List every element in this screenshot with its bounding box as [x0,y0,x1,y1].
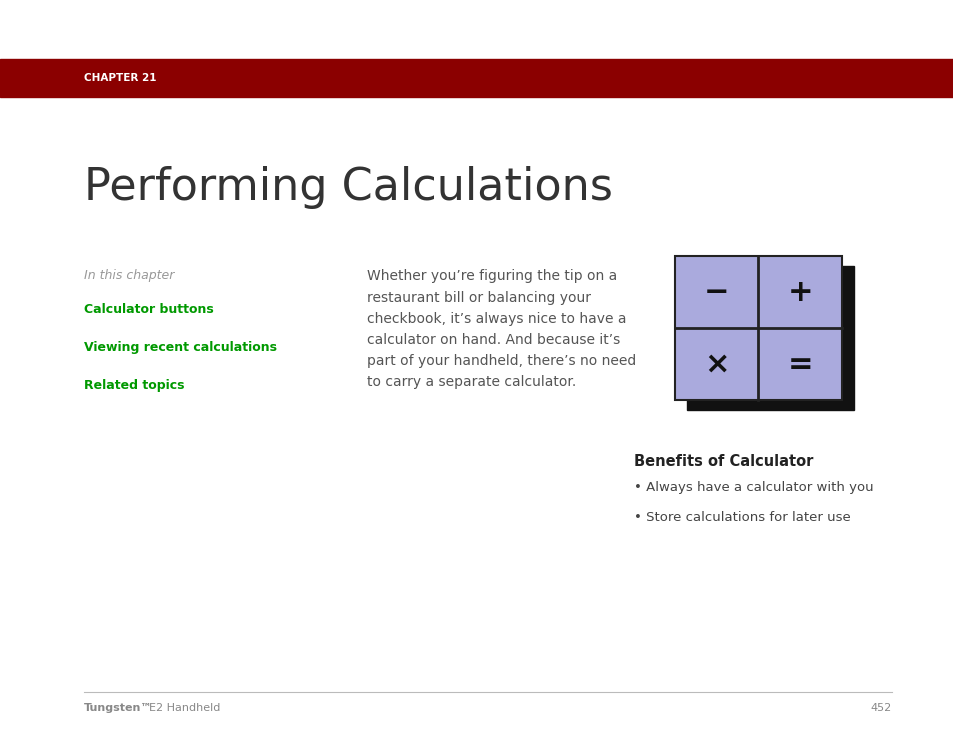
Text: ×: × [703,350,729,379]
Text: Tungsten™: Tungsten™ [84,703,152,713]
Text: 452: 452 [870,703,891,713]
Text: Whether you’re figuring the tip on a
restaurant bill or balancing your
checkbook: Whether you’re figuring the tip on a res… [367,269,636,389]
Text: −: − [703,278,729,307]
FancyBboxPatch shape [674,256,841,400]
Text: E2 Handheld: E2 Handheld [149,703,220,713]
Text: In this chapter: In this chapter [84,269,174,283]
Text: Viewing recent calculations: Viewing recent calculations [84,341,276,354]
Bar [0,59,953,97]
Text: • Store calculations for later use: • Store calculations for later use [634,511,850,524]
Text: =: = [786,350,812,379]
Text: Benefits of Calculator: Benefits of Calculator [634,454,813,469]
Text: • Always have a calculator with you: • Always have a calculator with you [634,481,873,494]
FancyBboxPatch shape [686,266,854,410]
Text: CHAPTER 21: CHAPTER 21 [84,73,156,83]
Text: +: + [786,278,812,307]
Text: Related topics: Related topics [84,379,184,393]
Text: Performing Calculations: Performing Calculations [84,166,612,209]
Text: Calculator buttons: Calculator buttons [84,303,213,316]
